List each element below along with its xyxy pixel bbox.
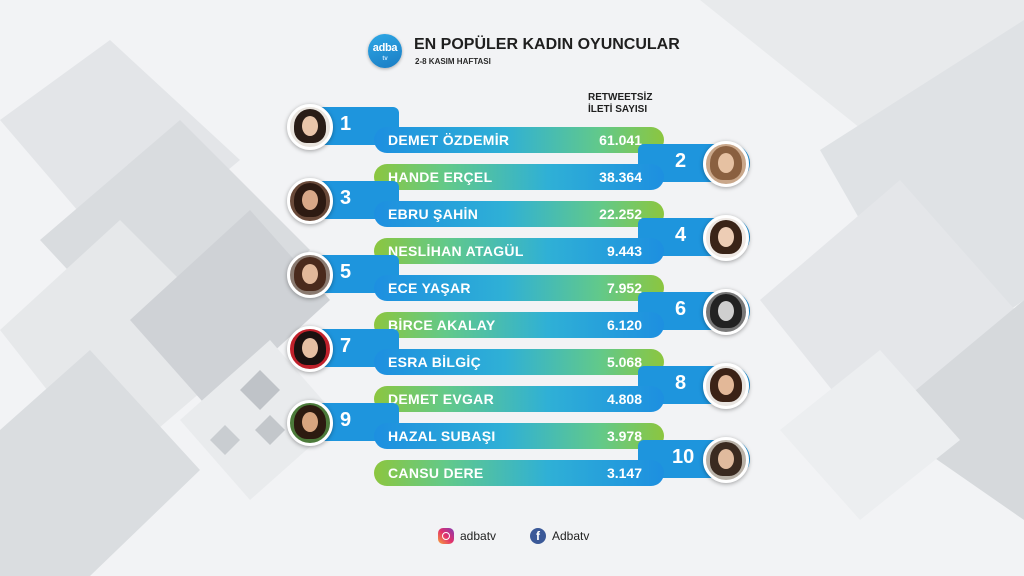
rank-number: 2 [675, 150, 687, 172]
rank-number: 3 [340, 187, 352, 209]
rank-number: 10 [672, 446, 695, 468]
rank-number: 7 [340, 335, 352, 357]
logo-subtext: tv [382, 56, 388, 62]
actress-name: DEMET ÖZDEMİR [388, 132, 510, 148]
message-count: 38.364 [599, 169, 642, 185]
ranking-row-8: DEMET EVGAR 4.808 [374, 386, 664, 412]
adbatv-logo: adba tv [368, 34, 402, 68]
avatar-neslihan-atagul [703, 215, 749, 261]
rank-number: 4 [675, 224, 687, 246]
ranking-row-7: ESRA BİLGİÇ 5.068 [374, 349, 664, 375]
actress-name: HANDE ERÇEL [388, 169, 493, 185]
avatar-hande-ercel [703, 141, 749, 187]
rank-number: 9 [340, 409, 352, 431]
actress-name: EBRU ŞAHİN [388, 206, 479, 222]
actress-name: HAZAL SUBAŞI [388, 428, 496, 444]
facebook-icon: f [530, 528, 546, 544]
ranking-row-6: BİRCE AKALAY 6.120 [374, 312, 664, 338]
page-title: EN POPÜLER KADIN OYUNCULAR [414, 36, 680, 53]
actress-name: NESLİHAN ATAGÜL [388, 243, 524, 259]
facebook-handle: Adbatv [552, 529, 590, 543]
ranking-row-9: HAZAL SUBAŞI 3.978 [374, 423, 664, 449]
message-count: 3.147 [606, 465, 642, 481]
column-header-line-2: İLETİ SAYISI [588, 104, 648, 115]
actress-name: CANSU DERE [388, 465, 484, 481]
message-count: 22.252 [599, 206, 642, 222]
ranking-row-10: CANSU DERE 3.147 [374, 460, 664, 486]
avatar-ece-yasar [287, 252, 333, 298]
actress-name: BİRCE AKALAY [388, 317, 496, 333]
instagram-icon [438, 528, 454, 544]
ranking-row-5: ECE YAŞAR 7.952 [374, 275, 664, 301]
ranking-row-3: EBRU ŞAHİN 22.252 [374, 201, 664, 227]
message-count: 3.978 [606, 428, 642, 444]
actress-name: DEMET EVGAR [388, 391, 494, 407]
avatar-demet-evgar [703, 363, 749, 409]
instagram-handle: adbatv [460, 529, 497, 543]
message-count: 5.068 [606, 354, 642, 370]
avatar-cansu-dere [703, 437, 749, 483]
ranking-row-2: HANDE ERÇEL 38.364 [374, 164, 664, 190]
rank-number: 5 [340, 261, 352, 283]
column-header-line-1: RETWEETSİZ [588, 92, 653, 103]
avatar-hazal-subasi [287, 400, 333, 446]
avatar-esra-bilgic [287, 326, 333, 372]
ranking-row-1: DEMET ÖZDEMİR 61.041 [374, 127, 664, 153]
avatar-birce-akalay [703, 289, 749, 335]
message-count: 4.808 [606, 391, 642, 407]
actress-name: ECE YAŞAR [388, 280, 471, 296]
avatar-demet-ozdemir [287, 104, 333, 150]
rank-number: 6 [675, 298, 687, 320]
ranking-row-4: NESLİHAN ATAGÜL 9.443 [374, 238, 664, 264]
message-count: 7.952 [606, 280, 642, 296]
message-count: 61.041 [599, 132, 642, 148]
message-count: 9.443 [606, 243, 642, 259]
page-subtitle: 2-8 KASIM HAFTASI [415, 57, 491, 66]
rank-number: 8 [675, 372, 687, 394]
avatar-ebru-sahin [287, 178, 333, 224]
rank-number: 1 [340, 113, 352, 135]
actress-name: ESRA BİLGİÇ [388, 354, 482, 370]
logo-text: adba [372, 42, 398, 54]
column-header: RETWEETSİZ İLETİ SAYISI [588, 92, 668, 116]
message-count: 6.120 [606, 317, 642, 333]
